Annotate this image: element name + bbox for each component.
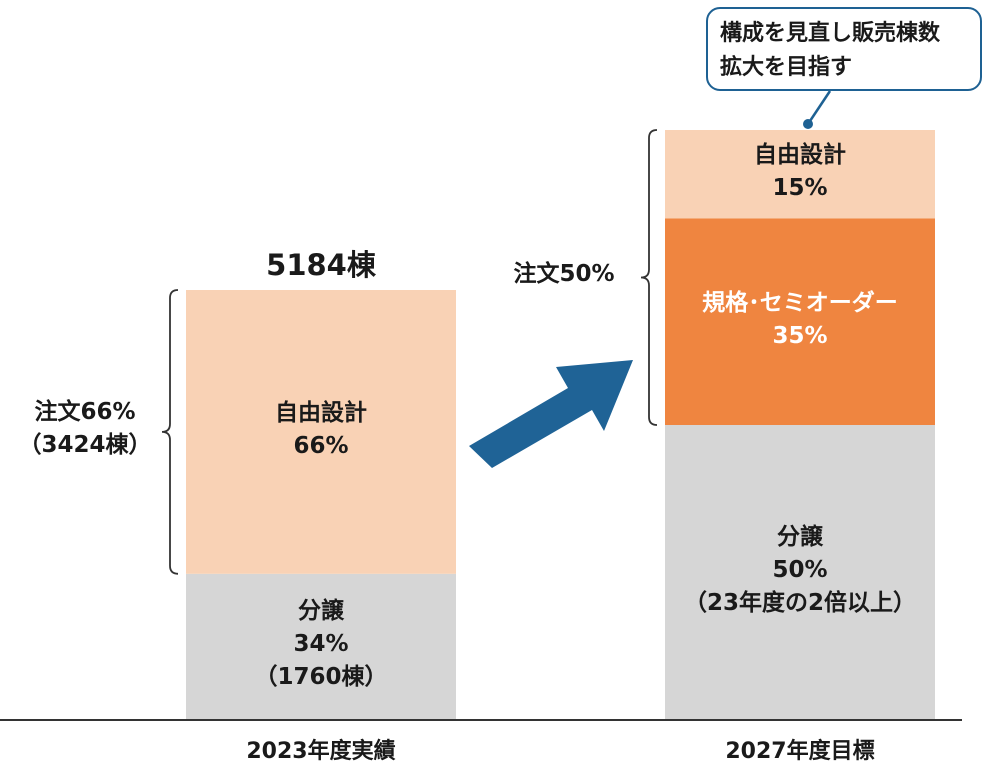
bar-segment-1-1 bbox=[665, 218, 935, 425]
segment-label-line: 自由設計 bbox=[275, 399, 367, 426]
segment-label-line: 15% bbox=[772, 175, 828, 202]
segment-label-1-2: 自由設計 15% bbox=[665, 139, 935, 205]
segment-label-line: 分譲 bbox=[298, 598, 344, 625]
callout-connector bbox=[806, 90, 832, 125]
callout-box: 構成を見直し販売棟数 拡大を目指す bbox=[706, 7, 982, 91]
trend-arrow bbox=[469, 360, 633, 468]
segment-label-line: 分譲 bbox=[777, 524, 823, 550]
bracket-0 bbox=[161, 289, 179, 575]
category-label-1: 2027年度目標 bbox=[725, 739, 875, 764]
segment-label-line: （1760棟） bbox=[254, 664, 388, 691]
segment-label-line: 34% bbox=[293, 631, 349, 658]
segment-label-1-0: 分譲 50% （23年度の2倍以上） bbox=[665, 521, 935, 620]
callout-connector-dot bbox=[803, 119, 813, 129]
bracket-1 bbox=[640, 129, 658, 426]
callout-line-1: 構成を見直し販売棟数 bbox=[720, 21, 941, 46]
total-label-0: 5184棟 bbox=[266, 248, 376, 282]
segment-label-line: （23年度の2倍以上） bbox=[683, 590, 916, 616]
segment-label-0-2: 自由設計 66% bbox=[186, 397, 456, 463]
segment-label-1-1: 規格･セミオーダー 35% bbox=[665, 287, 935, 353]
callout-line-2: 拡大を目指す bbox=[720, 55, 853, 80]
segment-label-line: 自由設計 bbox=[754, 142, 846, 169]
bar-segment-0-0 bbox=[186, 573, 456, 720]
bar-segment-1-2 bbox=[665, 130, 935, 219]
segment-label-0-0: 分譲 34% （1760棟） bbox=[186, 595, 456, 694]
bar-segment-0-2 bbox=[186, 290, 456, 574]
bracket-label-1: 注文50% bbox=[489, 258, 639, 291]
segment-label-line: 66% bbox=[293, 432, 349, 459]
category-label-0: 2023年度実績 bbox=[246, 739, 396, 764]
bracket-label-line: （3424棟） bbox=[18, 431, 152, 458]
bar-segment-1-0 bbox=[665, 425, 935, 720]
bracket-label-0: 注文66% （3424棟） bbox=[10, 396, 160, 462]
segment-label-line: 規格･セミオーダー bbox=[702, 289, 898, 316]
bracket-label-line: 注文50% bbox=[513, 261, 615, 287]
bracket-label-line: 注文66% bbox=[34, 398, 136, 425]
segment-label-line: 35% bbox=[772, 322, 828, 349]
segment-label-line: 50% bbox=[772, 557, 828, 583]
